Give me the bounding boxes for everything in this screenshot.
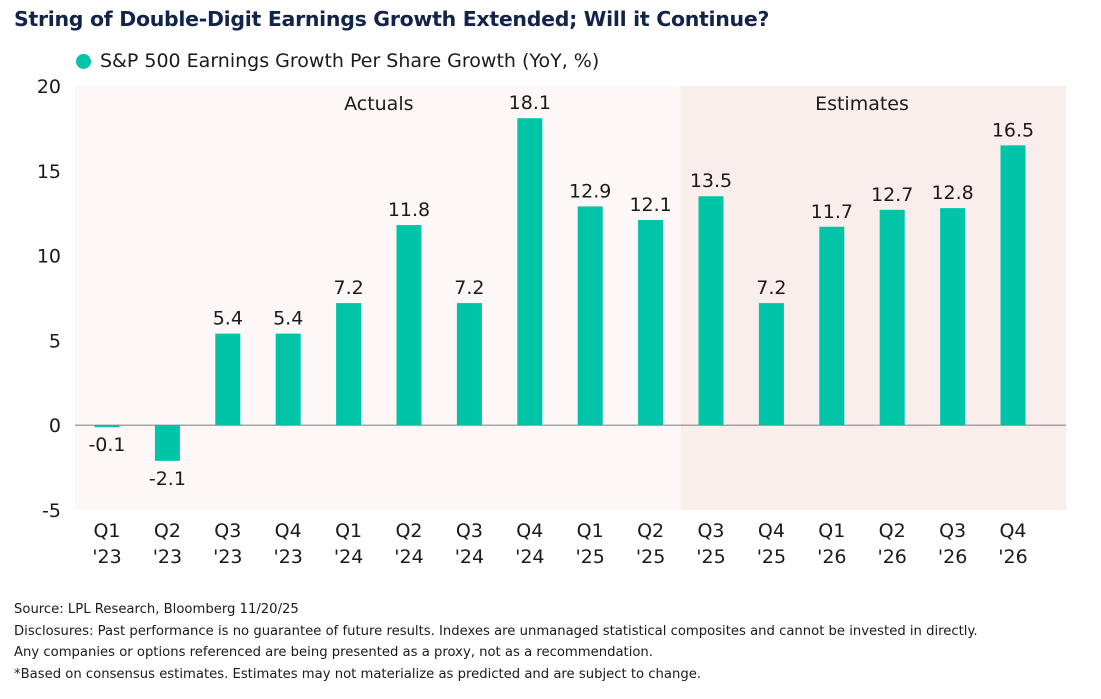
y-tick-label: 20: [37, 76, 61, 98]
y-tick-label: 0: [49, 415, 61, 437]
proxy-note: Any companies or options referenced are …: [14, 645, 653, 661]
x-tick-label-quarter: Q4: [999, 520, 1026, 542]
bar: [638, 219, 664, 426]
disclosure-note: Disclosures: Past performance is no guar…: [14, 623, 978, 639]
bar: [517, 118, 543, 426]
x-tick-label-quarter: Q1: [93, 520, 120, 542]
legend-label: S&P 500 Earnings Growth Per Share Growth…: [100, 50, 600, 72]
data-label: 18.1: [509, 92, 551, 114]
chart-title: String of Double-Digit Earnings Growth E…: [14, 7, 770, 31]
x-tick-label-quarter: Q3: [214, 520, 241, 542]
legend: S&P 500 Earnings Growth Per Share Growth…: [76, 50, 599, 72]
x-tick-label-year: '24: [394, 546, 423, 568]
x-tick-label-year: '26: [877, 546, 906, 568]
bar: [154, 425, 180, 461]
source-note: Source: LPL Research, Bloomberg 11/20/25: [14, 602, 299, 617]
x-tick-label-quarter: Q3: [456, 520, 483, 542]
x-tick-label-quarter: Q4: [758, 520, 785, 542]
data-label: 7.2: [333, 277, 363, 299]
data-label: -0.1: [88, 434, 125, 456]
x-tick-label-year: '23: [153, 546, 182, 568]
bar: [1000, 145, 1026, 426]
bar-chart: Actuals Estimates 20 15 10 5 0 -5 -0.1 Q1 '23 -2.1 Q…: [37, 76, 1066, 568]
x-tick-label-year: '26: [998, 546, 1027, 568]
bar: [819, 226, 845, 426]
data-label: 12.1: [629, 194, 671, 216]
data-label: 11.8: [388, 199, 430, 221]
data-label: 12.9: [569, 180, 611, 202]
x-tick-label-year: '25: [636, 546, 665, 568]
y-tick-label: 5: [49, 330, 61, 352]
data-label: 7.2: [454, 277, 484, 299]
bar: [698, 196, 724, 426]
region-label-actuals: Actuals: [344, 93, 413, 115]
bar: [879, 209, 905, 426]
bar: [336, 303, 362, 426]
bar: [215, 333, 241, 426]
footnotes: Source: LPL Research, Bloomberg 11/20/25…: [14, 599, 978, 685]
x-tick-label-year: '25: [757, 546, 786, 568]
x-tick-label-year: '25: [696, 546, 725, 568]
x-tick-label-quarter: Q2: [154, 520, 181, 542]
x-tick-label-quarter: Q2: [879, 520, 906, 542]
bar: [940, 208, 966, 426]
bar: [275, 333, 301, 426]
x-tick-label-year: '24: [334, 546, 363, 568]
data-label: 5.4: [273, 308, 303, 330]
x-tick-label-quarter: Q2: [637, 520, 664, 542]
data-label: 11.7: [811, 201, 853, 223]
x-tick-label-quarter: Q1: [818, 520, 845, 542]
x-tick-label-year: '24: [455, 546, 484, 568]
x-tick-label-quarter: Q1: [577, 520, 604, 542]
x-tick-label-quarter: Q3: [697, 520, 724, 542]
y-tick-label: 10: [37, 246, 61, 268]
y-tick-label: 15: [37, 161, 61, 183]
x-tick-label-quarter: Q4: [516, 520, 543, 542]
estimates-note: *Based on consensus estimates. Estimates…: [14, 666, 701, 682]
x-tick-label-year: '23: [92, 546, 121, 568]
x-tick-label-year: '23: [213, 546, 242, 568]
bar: [758, 303, 784, 426]
x-tick-label-quarter: Q2: [395, 520, 422, 542]
data-label: 7.2: [756, 277, 786, 299]
bar: [94, 425, 120, 428]
x-tick-label-year: '24: [515, 546, 544, 568]
x-tick-label-year: '26: [817, 546, 846, 568]
data-label: 12.8: [931, 182, 973, 204]
x-tick-label-year: '25: [575, 546, 604, 568]
data-label: -2.1: [149, 468, 186, 490]
data-label: 16.5: [992, 119, 1034, 141]
data-label: 12.7: [871, 184, 913, 206]
data-label: 5.4: [213, 308, 243, 330]
bar: [396, 225, 422, 426]
region-label-estimates: Estimates: [815, 93, 909, 115]
data-label: 13.5: [690, 170, 732, 192]
x-tick-label-year: '26: [938, 546, 967, 568]
x-tick-label-year: '23: [273, 546, 302, 568]
x-tick-label-quarter: Q3: [939, 520, 966, 542]
bar: [456, 303, 482, 426]
x-tick-label-quarter: Q1: [335, 520, 362, 542]
x-tick-label-quarter: Q4: [275, 520, 302, 542]
legend-swatch-icon: [76, 53, 91, 69]
y-tick-label: -5: [42, 500, 61, 522]
bar: [577, 206, 603, 426]
